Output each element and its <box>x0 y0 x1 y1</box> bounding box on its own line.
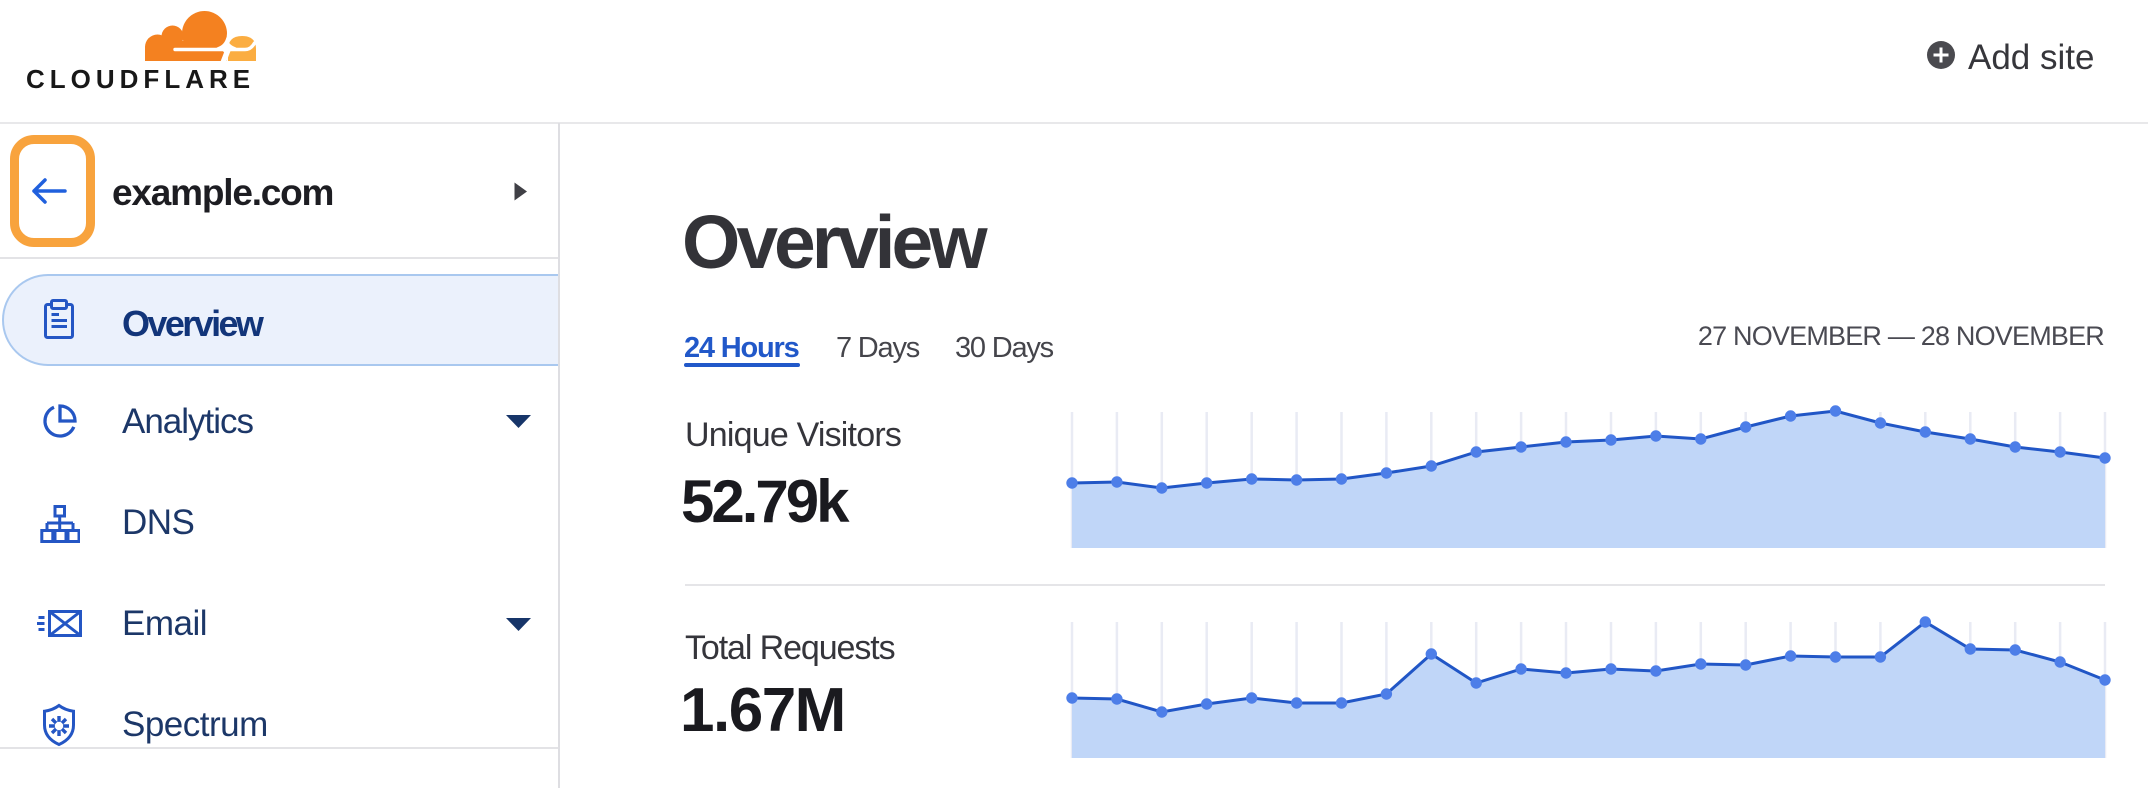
svg-text:CLOUDFLARE: CLOUDFLARE <box>26 64 255 94</box>
